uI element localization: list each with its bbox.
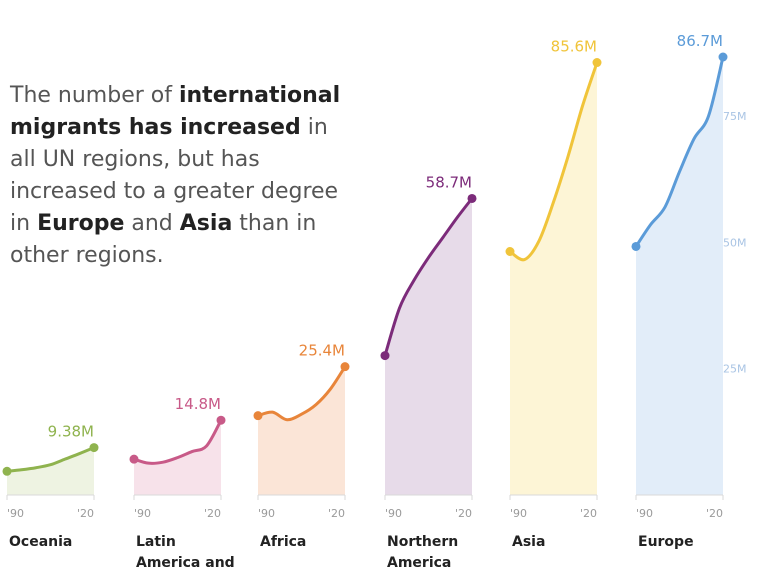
x-tick-label: '20 xyxy=(77,507,94,520)
end-point xyxy=(216,415,226,425)
region-label: Europe xyxy=(638,534,694,550)
x-tick-label: '90 xyxy=(134,507,151,520)
start-point xyxy=(129,454,139,464)
start-point xyxy=(380,351,390,361)
headline-text-2: in all UN regions, but has increased to … xyxy=(10,115,339,236)
end-value-label: 85.6M xyxy=(551,38,597,56)
region-label: Latin xyxy=(136,534,176,550)
x-tick-label: '20 xyxy=(328,507,345,520)
area-4 xyxy=(510,62,597,495)
end-point xyxy=(340,362,350,372)
headline-bold-3: Asia xyxy=(179,211,233,236)
area-3 xyxy=(385,198,472,495)
series-line xyxy=(508,61,599,262)
x-tick-label: '20 xyxy=(204,507,221,520)
x-tick-label: '90 xyxy=(7,507,24,520)
area-5 xyxy=(636,57,723,495)
end-value-label: 86.7M xyxy=(677,32,723,50)
region-label: Asia xyxy=(512,534,545,550)
end-value-label: 25.4M xyxy=(299,342,345,360)
x-tick-label: '20 xyxy=(706,507,723,520)
end-point xyxy=(89,443,99,453)
end-value-label: 58.7M xyxy=(426,173,472,191)
end-value-label: 9.38M xyxy=(48,423,94,441)
y-tick-label: 75M xyxy=(723,110,747,123)
x-tick-label: '90 xyxy=(258,507,275,520)
region-label: Oceania xyxy=(9,534,72,550)
area-0 xyxy=(7,447,94,495)
x-tick-label: '20 xyxy=(455,507,472,520)
region-label: America xyxy=(387,555,451,571)
headline-bold-2: Europe xyxy=(37,211,125,236)
start-point xyxy=(2,466,12,476)
region-label: Africa xyxy=(260,534,306,550)
series-line xyxy=(256,365,347,422)
x-tick-label: '90 xyxy=(385,507,402,520)
end-point xyxy=(718,52,728,62)
start-point xyxy=(253,411,263,421)
headline: The number of international migrants has… xyxy=(10,80,360,272)
series-line xyxy=(132,418,223,465)
x-tick-label: '90 xyxy=(510,507,527,520)
start-point xyxy=(631,241,641,251)
end-point xyxy=(467,193,477,203)
x-tick-label: '20 xyxy=(580,507,597,520)
headline-text-1: The number of xyxy=(10,83,179,108)
series-line xyxy=(383,196,474,358)
y-tick-label: 50M xyxy=(723,236,747,249)
series-line xyxy=(634,55,725,248)
end-point xyxy=(592,58,602,68)
series-line xyxy=(5,446,96,473)
start-point xyxy=(505,246,515,256)
end-value-label: 14.8M xyxy=(175,395,221,413)
headline-text-4: than in other regions. xyxy=(10,211,317,268)
y-tick-label: 25M xyxy=(723,363,747,376)
region-label: America and xyxy=(136,555,235,571)
headline-bold-1: international migrants has increased xyxy=(10,83,341,140)
region-label: Northern xyxy=(387,534,458,550)
headline-text-3: and xyxy=(124,211,180,236)
x-tick-label: '90 xyxy=(636,507,653,520)
